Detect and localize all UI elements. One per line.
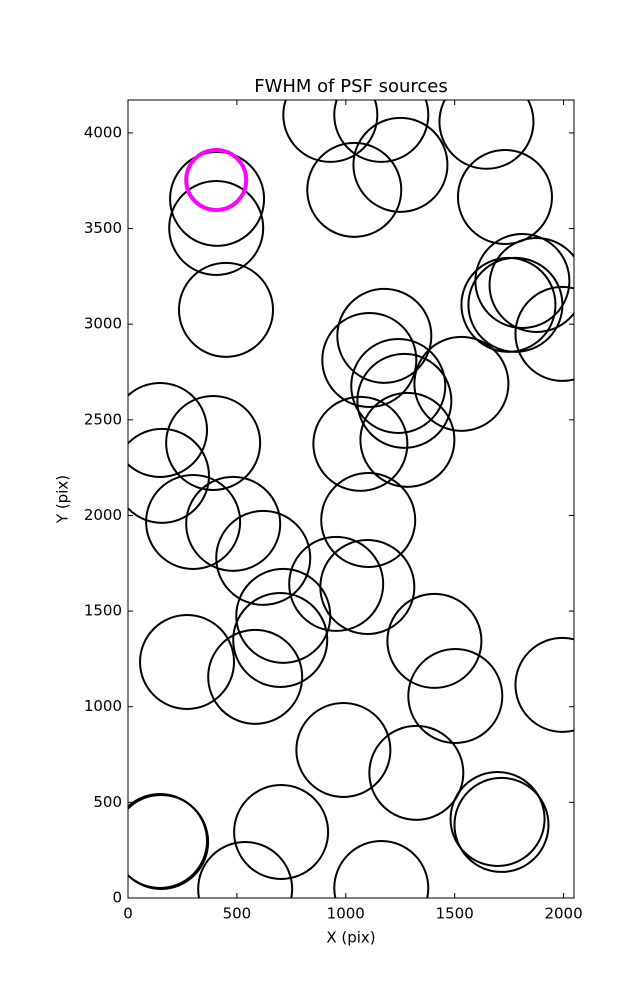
source-marker: [488, 236, 574, 333]
x-tick-label: 0: [123, 905, 133, 923]
y-tick-label: 3000: [84, 315, 122, 333]
source-marker: [319, 538, 416, 635]
source-marker: [356, 352, 453, 449]
source-marker: [197, 841, 294, 898]
source-marker: [460, 256, 557, 353]
source-marker: [449, 771, 546, 868]
y-tick-label: 1000: [84, 697, 122, 715]
y-tick-label: 500: [93, 793, 122, 811]
source-marker: [453, 776, 550, 873]
source-marker: [177, 261, 274, 358]
source-marker: [235, 567, 332, 664]
y-tick-label: 2500: [84, 410, 122, 428]
source-marker: [215, 509, 312, 606]
source-marker: [145, 473, 242, 570]
source-marker: [282, 100, 379, 163]
source-marker: [233, 784, 330, 881]
source-marker: [312, 395, 409, 492]
source-marker: [352, 116, 449, 213]
source-marker: [467, 256, 564, 353]
source-marker: [295, 701, 392, 798]
y-tick-label: 2000: [84, 506, 122, 524]
x-tick-label: 1000: [327, 905, 365, 923]
plot-area: [128, 100, 574, 898]
y-axis-label: Y (pix): [54, 475, 72, 524]
plot-frame: [127, 99, 575, 899]
source-marker: [168, 179, 265, 276]
source-marker: [165, 394, 262, 491]
source-marker: [321, 311, 418, 408]
source-marker: [169, 150, 266, 247]
source-marker: [438, 100, 535, 170]
source-marker: [320, 472, 417, 569]
source-marker: [514, 285, 574, 382]
source-marker: [514, 636, 574, 733]
source-marker: [413, 335, 510, 432]
y-tick-label: 0: [112, 889, 122, 907]
source-marker: [185, 475, 282, 572]
source-marker: [456, 148, 553, 245]
source-marker: [386, 592, 483, 689]
x-tick-label: 2000: [544, 905, 582, 923]
source-marker: [407, 648, 504, 745]
source-marker: [333, 100, 430, 163]
y-tick-label: 3500: [84, 219, 122, 237]
x-tick-label: 1500: [436, 905, 474, 923]
source-marker: [350, 337, 447, 434]
source-marker: [207, 628, 304, 725]
source-marker: [306, 141, 403, 238]
source-marker: [128, 793, 210, 890]
x-axis-label: X (pix): [326, 929, 375, 947]
source-marker: [128, 381, 208, 478]
source-marker: [232, 591, 329, 688]
chart-title: FWHM of PSF sources: [254, 76, 448, 97]
source-marker: [139, 613, 236, 710]
source-marker: [184, 147, 249, 212]
source-marker: [128, 427, 210, 524]
source-marker: [288, 535, 385, 632]
y-tick-label: 4000: [84, 123, 122, 141]
y-tick-label: 1500: [84, 602, 122, 620]
source-marker: [368, 724, 465, 821]
source-marker: [359, 391, 456, 488]
source-marker: [336, 287, 433, 384]
x-tick-label: 500: [223, 905, 252, 923]
source-marker: [333, 840, 430, 898]
